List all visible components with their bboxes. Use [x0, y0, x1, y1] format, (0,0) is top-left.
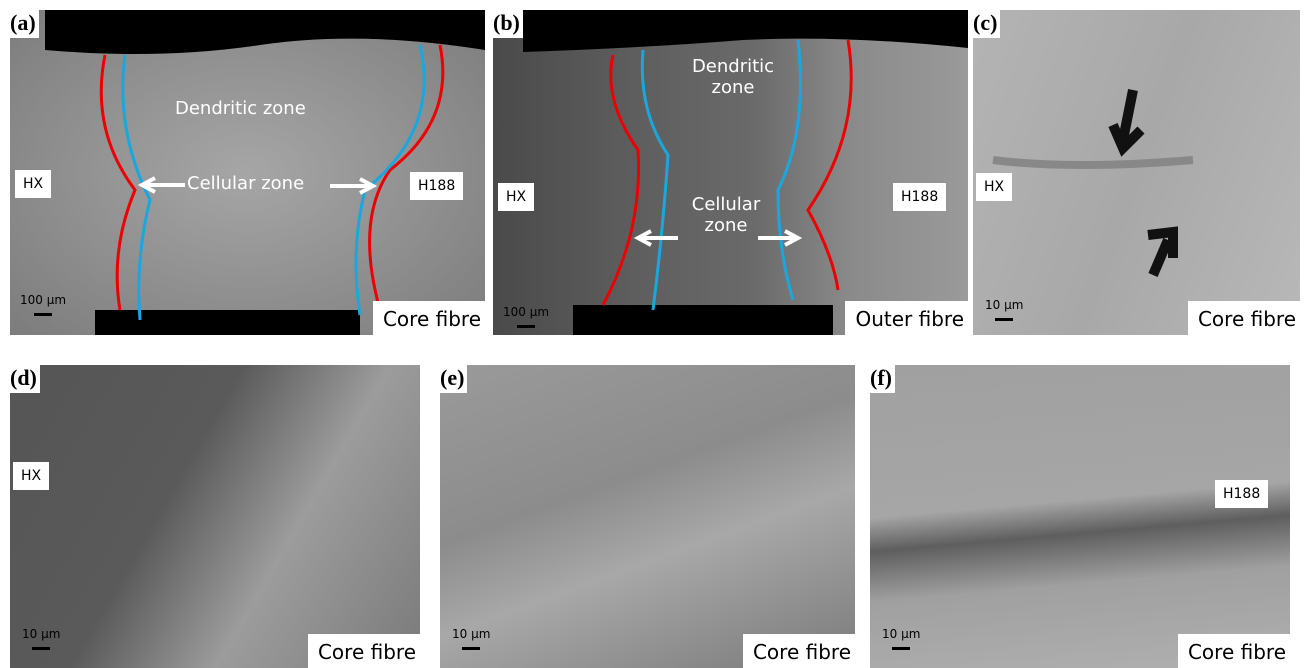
overlay [973, 10, 1300, 335]
zone-label: Cellular zone [681, 194, 771, 236]
material-label: H188 [410, 172, 463, 200]
scale-bar: 10 µm [882, 627, 920, 650]
scale-text: 10 µm [452, 627, 490, 641]
panel-label: (e) [440, 365, 467, 393]
panel-c: (c) HX 10 µm Core fibre [973, 10, 1300, 335]
scale-text: 10 µm [985, 298, 1023, 312]
panel-label: (b) [493, 10, 523, 38]
panel-label: (d) [10, 365, 40, 393]
panel-b: (b) Dendritic zone Cellular zone HX H188… [493, 10, 968, 335]
micrograph [10, 365, 420, 668]
panel-label: (f) [870, 365, 895, 393]
fibre-label: Core fibre [1188, 301, 1300, 335]
fibre-label: Core fibre [373, 301, 485, 335]
material-label: H188 [893, 183, 946, 211]
scale-bar: 100 µm [20, 293, 66, 316]
fibre-label: Outer fibre [845, 301, 968, 335]
fibre-label: Core fibre [1178, 634, 1290, 668]
panel-d: (d) HX 10 µm Core fibre [10, 365, 420, 668]
fibre-label: Core fibre [743, 634, 855, 668]
scale-text: 10 µm [22, 627, 60, 641]
panel-label: (a) [10, 10, 39, 38]
scale-bar: 10 µm [985, 298, 1023, 321]
panel-label: (c) [973, 10, 1000, 38]
micrograph [440, 365, 855, 668]
scale-text: 10 µm [882, 627, 920, 641]
zone-label: Dendritic zone [688, 56, 778, 98]
zone-label: Cellular zone [187, 173, 304, 194]
scale-bar: 100 µm [503, 305, 549, 328]
scale-bar: 10 µm [452, 627, 490, 650]
material-label: HX [498, 183, 534, 211]
material-label: HX [15, 170, 51, 198]
panel-a: (a) Dendritic zone Cellular zone HX H188… [10, 10, 485, 335]
scale-bar: 10 µm [22, 627, 60, 650]
scale-text: 100 µm [20, 293, 66, 307]
figure: (a) Dendritic zone Cellular zone HX H188… [0, 0, 1306, 668]
scale-text: 100 µm [503, 305, 549, 319]
micrograph [870, 365, 1290, 668]
panel-e: (e) 10 µm Core fibre [440, 365, 855, 668]
panel-f: (f) H188 10 µm Core fibre [870, 365, 1290, 668]
material-label: HX [976, 173, 1012, 201]
material-label: H188 [1215, 480, 1268, 508]
fibre-label: Core fibre [308, 634, 420, 668]
material-label: HX [13, 462, 49, 490]
zone-label: Dendritic zone [175, 98, 306, 119]
